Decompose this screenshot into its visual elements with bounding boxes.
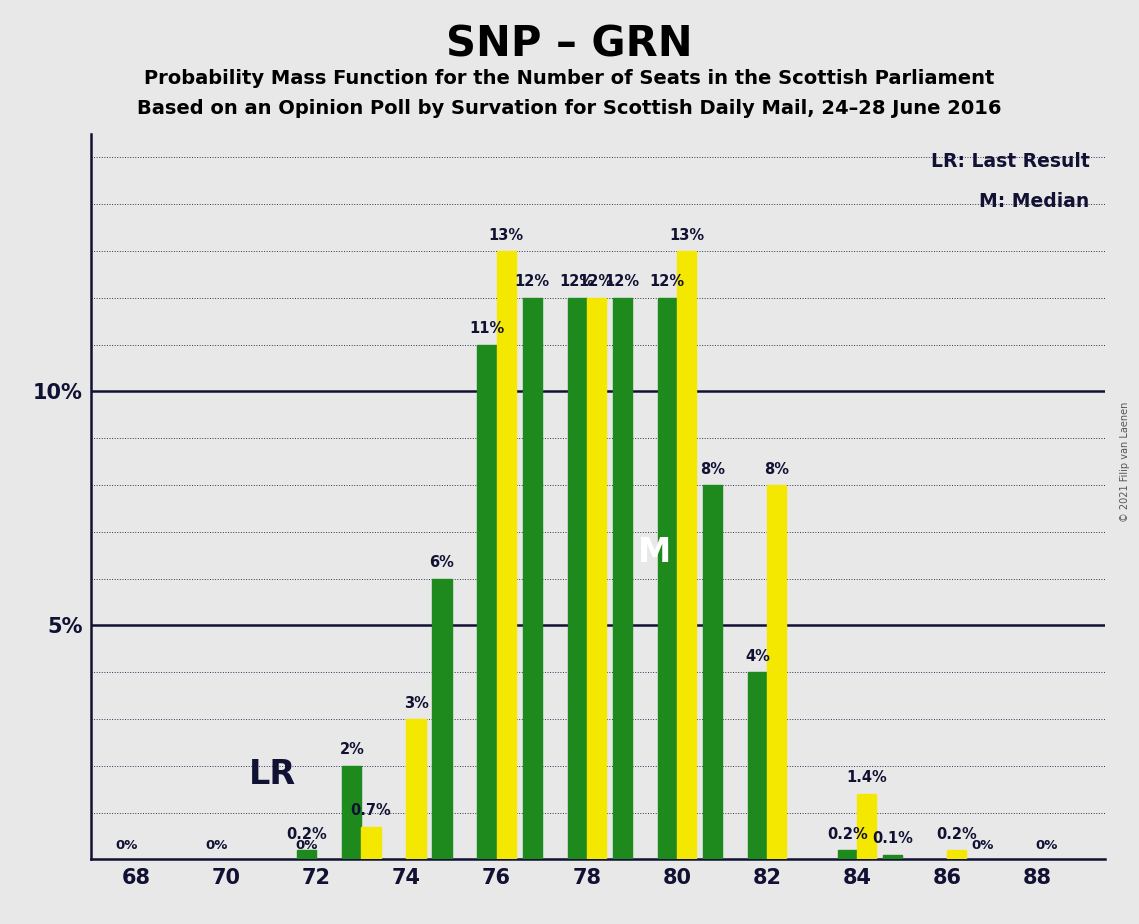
Bar xyxy=(361,827,380,859)
Text: 13%: 13% xyxy=(669,227,704,242)
Text: 0.2%: 0.2% xyxy=(286,827,327,842)
Bar xyxy=(297,850,317,859)
Bar xyxy=(948,850,966,859)
Text: Probability Mass Function for the Number of Seats in the Scottish Parliament: Probability Mass Function for the Number… xyxy=(145,69,994,89)
Text: 0.7%: 0.7% xyxy=(351,803,392,818)
Bar xyxy=(767,485,786,859)
Text: 11%: 11% xyxy=(469,322,505,336)
Bar xyxy=(407,719,426,859)
Bar xyxy=(343,766,361,859)
Text: 6%: 6% xyxy=(429,555,454,570)
Bar xyxy=(883,855,902,859)
Bar xyxy=(657,298,677,859)
Bar xyxy=(748,672,767,859)
Text: 13%: 13% xyxy=(489,227,524,242)
Text: © 2021 Filip van Laenen: © 2021 Filip van Laenen xyxy=(1121,402,1130,522)
Text: 2%: 2% xyxy=(339,742,364,758)
Bar xyxy=(857,794,876,859)
Text: 12%: 12% xyxy=(579,274,614,289)
Text: 1.4%: 1.4% xyxy=(846,771,887,785)
Text: SNP – GRN: SNP – GRN xyxy=(446,23,693,65)
Text: 0.1%: 0.1% xyxy=(872,832,913,846)
Bar xyxy=(703,485,722,859)
Text: 0%: 0% xyxy=(115,839,138,852)
Text: 12%: 12% xyxy=(649,274,685,289)
Text: 4%: 4% xyxy=(745,649,770,663)
Text: LR: LR xyxy=(248,759,296,792)
Bar xyxy=(523,298,542,859)
Text: LR: Last Result: LR: Last Result xyxy=(931,152,1090,171)
Text: 8%: 8% xyxy=(699,461,724,477)
Text: 0.2%: 0.2% xyxy=(827,827,868,842)
Bar xyxy=(677,251,696,859)
Bar xyxy=(433,578,451,859)
Bar xyxy=(497,251,516,859)
Text: 0%: 0% xyxy=(972,839,994,852)
Text: M: M xyxy=(638,536,671,569)
Bar xyxy=(838,850,857,859)
Bar xyxy=(477,345,497,859)
Bar xyxy=(587,298,606,859)
Bar xyxy=(613,298,632,859)
Text: 0.2%: 0.2% xyxy=(936,827,977,842)
Text: 0%: 0% xyxy=(1035,839,1058,852)
Text: 3%: 3% xyxy=(403,696,428,711)
Bar xyxy=(567,298,587,859)
Text: M: Median: M: Median xyxy=(980,192,1090,211)
Text: Based on an Opinion Poll by Survation for Scottish Daily Mail, 24–28 June 2016: Based on an Opinion Poll by Survation fo… xyxy=(138,99,1001,118)
Text: 12%: 12% xyxy=(515,274,550,289)
Text: 12%: 12% xyxy=(605,274,640,289)
Text: 8%: 8% xyxy=(764,461,789,477)
Text: 0%: 0% xyxy=(296,839,318,852)
Text: 12%: 12% xyxy=(559,274,595,289)
Text: 0%: 0% xyxy=(205,839,228,852)
